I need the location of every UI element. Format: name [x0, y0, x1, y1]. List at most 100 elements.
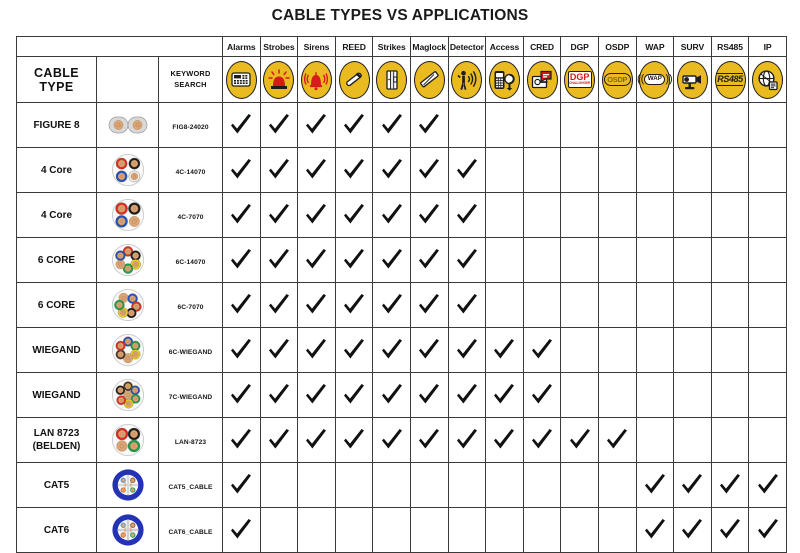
compat-cell-reed[interactable]	[334, 507, 374, 553]
compat-cell-rs485[interactable]	[710, 192, 750, 238]
compat-cell-dgp[interactable]	[560, 102, 599, 148]
application-header-wap[interactable]: WAP	[635, 36, 675, 57]
compat-cell-strikes[interactable]	[372, 507, 411, 553]
compat-cell-sirens[interactable]	[297, 372, 336, 418]
compat-cell-wap[interactable]	[635, 237, 675, 283]
application-icon-cell-access[interactable]	[485, 56, 524, 103]
compat-cell-osdp[interactable]	[597, 462, 637, 508]
application-icon-cell-surv[interactable]	[673, 56, 712, 103]
application-header-detector[interactable]: Detector	[447, 36, 487, 57]
compat-cell-alarms[interactable]	[222, 507, 261, 553]
compat-cell-access[interactable]	[485, 462, 524, 508]
compat-cell-rs485[interactable]	[710, 102, 750, 148]
compat-cell-wap[interactable]	[635, 507, 675, 553]
application-header-strobes[interactable]: Strobes	[259, 36, 299, 57]
compat-cell-strobes[interactable]	[259, 192, 299, 238]
compat-cell-reed[interactable]	[334, 417, 374, 463]
compat-cell-dgp[interactable]	[560, 507, 599, 553]
compat-cell-wap[interactable]	[635, 417, 675, 463]
compat-cell-dgp[interactable]	[560, 237, 599, 283]
compat-cell-strikes[interactable]	[372, 462, 411, 508]
compat-cell-strikes[interactable]	[372, 192, 411, 238]
compat-cell-dgp[interactable]	[560, 192, 599, 238]
compat-cell-strobes[interactable]	[259, 237, 299, 283]
compat-cell-detector[interactable]	[447, 327, 487, 373]
compat-cell-detector[interactable]	[447, 462, 487, 508]
compat-cell-ip[interactable]	[748, 327, 787, 373]
compat-cell-alarms[interactable]	[222, 372, 261, 418]
compat-cell-sirens[interactable]	[297, 237, 336, 283]
compat-cell-cred[interactable]	[522, 237, 562, 283]
compat-cell-alarms[interactable]	[222, 147, 261, 193]
application-icon-cell-strobes[interactable]	[259, 56, 299, 103]
compat-cell-surv[interactable]	[673, 417, 712, 463]
compat-cell-wap[interactable]	[635, 192, 675, 238]
compat-cell-alarms[interactable]	[222, 237, 261, 283]
compat-cell-maglock[interactable]	[409, 417, 449, 463]
compat-cell-sirens[interactable]	[297, 192, 336, 238]
compat-cell-alarms[interactable]	[222, 417, 261, 463]
compat-cell-reed[interactable]	[334, 192, 374, 238]
compat-cell-sirens[interactable]	[297, 147, 336, 193]
compat-cell-rs485[interactable]	[710, 507, 750, 553]
compat-cell-access[interactable]	[485, 192, 524, 238]
compat-cell-surv[interactable]	[673, 237, 712, 283]
compat-cell-wap[interactable]	[635, 282, 675, 328]
compat-cell-ip[interactable]	[748, 237, 787, 283]
application-header-ip[interactable]: IP	[748, 36, 787, 57]
compat-cell-strobes[interactable]	[259, 282, 299, 328]
compat-cell-strikes[interactable]	[372, 102, 411, 148]
compat-cell-maglock[interactable]	[409, 462, 449, 508]
application-icon-cell-ip[interactable]	[748, 56, 787, 103]
compat-cell-access[interactable]	[485, 507, 524, 553]
application-header-strikes[interactable]: Strikes	[372, 36, 411, 57]
compat-cell-surv[interactable]	[673, 147, 712, 193]
compat-cell-cred[interactable]	[522, 282, 562, 328]
compat-cell-detector[interactable]	[447, 507, 487, 553]
compat-cell-detector[interactable]	[447, 102, 487, 148]
application-icon-cell-detector[interactable]	[447, 56, 487, 103]
compat-cell-osdp[interactable]	[597, 327, 637, 373]
compat-cell-ip[interactable]	[748, 372, 787, 418]
application-icon-cell-maglock[interactable]	[409, 56, 449, 103]
compat-cell-detector[interactable]	[447, 282, 487, 328]
compat-cell-sirens[interactable]	[297, 327, 336, 373]
compat-cell-reed[interactable]	[334, 102, 374, 148]
compat-cell-cred[interactable]	[522, 147, 562, 193]
compat-cell-ip[interactable]	[748, 282, 787, 328]
compat-cell-wap[interactable]	[635, 102, 675, 148]
application-icon-cell-reed[interactable]	[334, 56, 374, 103]
compat-cell-surv[interactable]	[673, 282, 712, 328]
application-header-cred[interactable]: CRED	[522, 36, 562, 57]
compat-cell-osdp[interactable]	[597, 507, 637, 553]
compat-cell-surv[interactable]	[673, 372, 712, 418]
compat-cell-rs485[interactable]	[710, 372, 750, 418]
compat-cell-surv[interactable]	[673, 327, 712, 373]
compat-cell-cred[interactable]	[522, 327, 562, 373]
application-icon-cell-alarms[interactable]	[222, 56, 261, 103]
compat-cell-strobes[interactable]	[259, 102, 299, 148]
compat-cell-dgp[interactable]	[560, 462, 599, 508]
compat-cell-surv[interactable]	[673, 192, 712, 238]
application-header-reed[interactable]: REED	[334, 36, 374, 57]
compat-cell-wap[interactable]	[635, 372, 675, 418]
compat-cell-strobes[interactable]	[259, 462, 299, 508]
compat-cell-strobes[interactable]	[259, 372, 299, 418]
compat-cell-access[interactable]	[485, 102, 524, 148]
compat-cell-ip[interactable]	[748, 147, 787, 193]
application-icon-cell-osdp[interactable]: OSDP	[597, 56, 637, 103]
compat-cell-reed[interactable]	[334, 282, 374, 328]
compat-cell-rs485[interactable]	[710, 417, 750, 463]
compat-cell-alarms[interactable]	[222, 282, 261, 328]
compat-cell-alarms[interactable]	[222, 327, 261, 373]
compat-cell-ip[interactable]	[748, 102, 787, 148]
compat-cell-cred[interactable]	[522, 507, 562, 553]
compat-cell-maglock[interactable]	[409, 327, 449, 373]
compat-cell-alarms[interactable]	[222, 462, 261, 508]
compat-cell-sirens[interactable]	[297, 462, 336, 508]
compat-cell-maglock[interactable]	[409, 192, 449, 238]
compat-cell-cred[interactable]	[522, 102, 562, 148]
compat-cell-reed[interactable]	[334, 372, 374, 418]
application-icon-cell-rs485[interactable]: RS485	[710, 56, 750, 103]
compat-cell-osdp[interactable]	[597, 237, 637, 283]
